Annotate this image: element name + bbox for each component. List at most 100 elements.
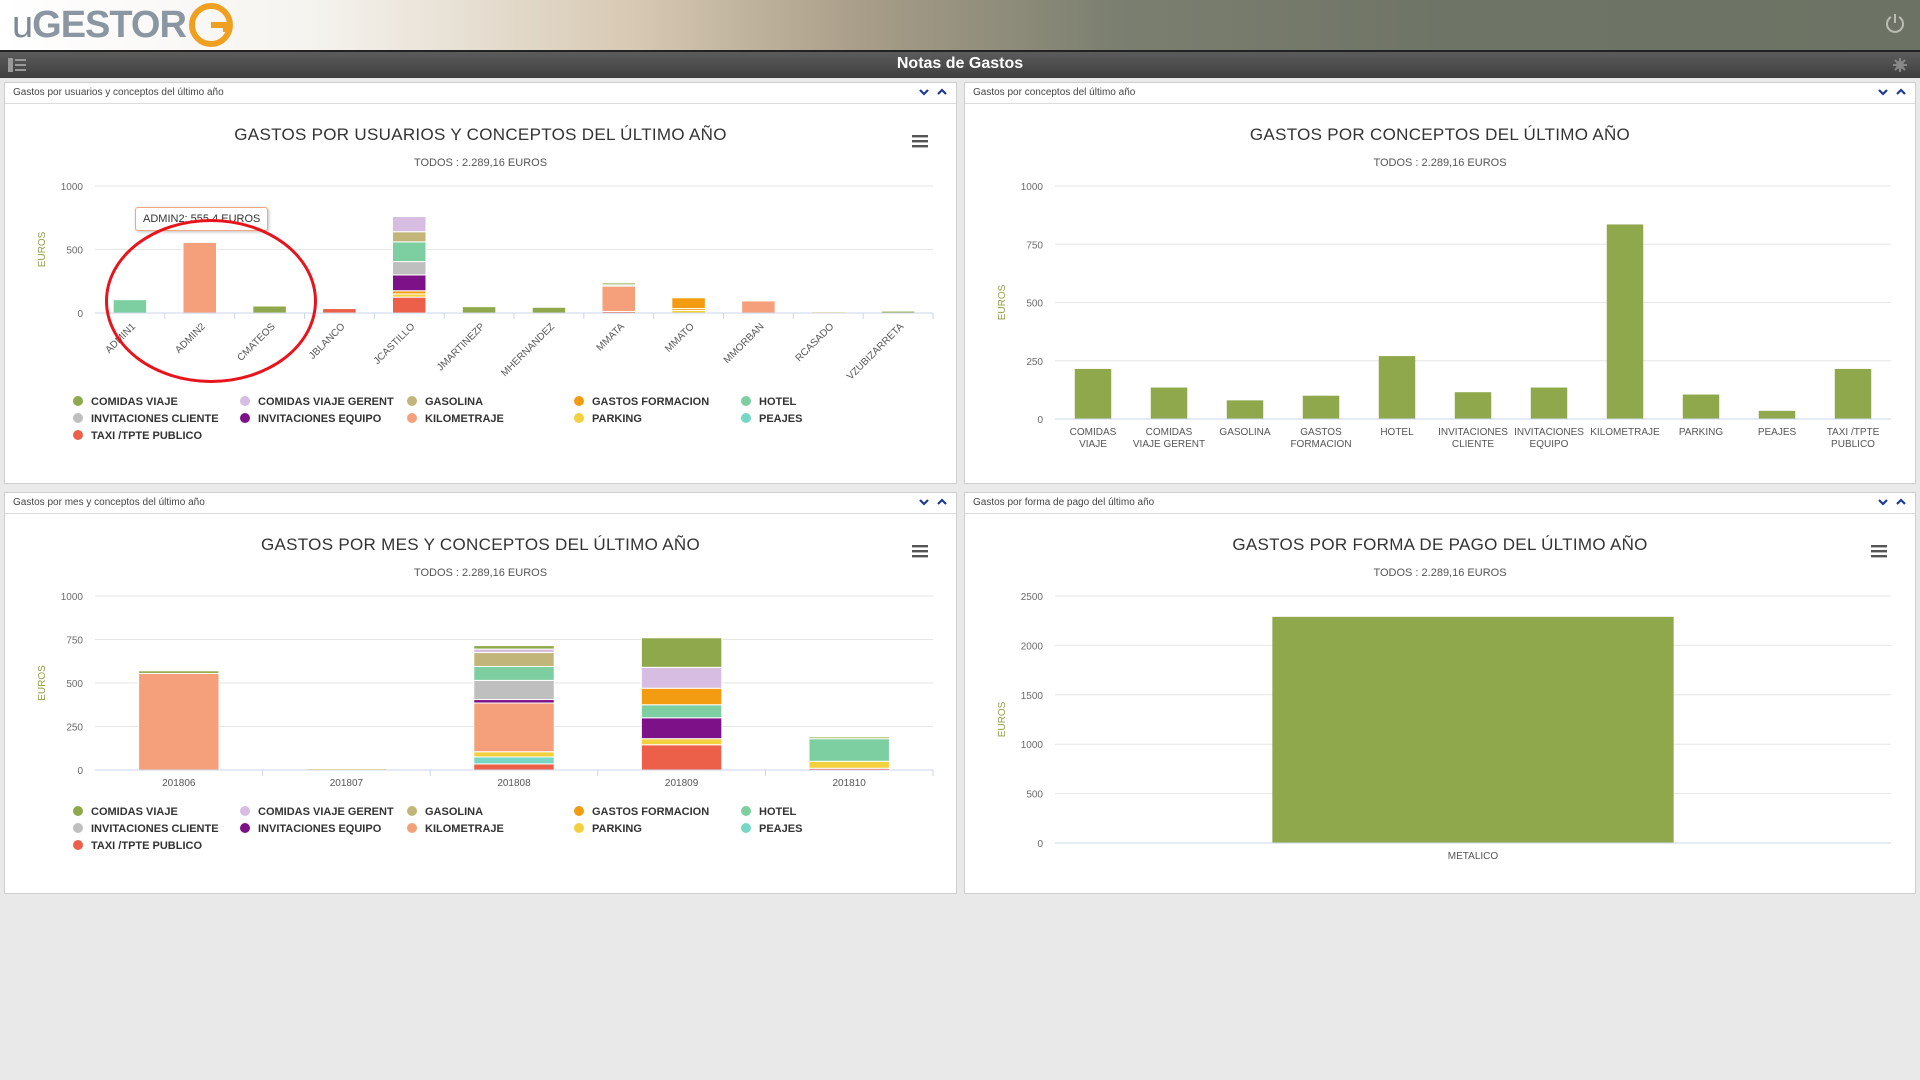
y-tick-label: 1000 (1021, 740, 1044, 751)
chart-menu-icon[interactable] (1871, 543, 1889, 559)
chart-title: GASTOS POR USUARIOS Y CONCEPTOS DEL ÚLTI… (234, 125, 727, 144)
legend-label: INVITACIONES CLIENTE (91, 413, 219, 425)
chart-users-concepts: 0 500 1000 EUROS ADMIN1 ADMIN2 CMATEOS JBLANCO J… (37, 182, 934, 382)
top-bar: uGESTOR (0, 0, 1920, 50)
bar-segment-mmato-gastos-formacion (671, 297, 706, 310)
panel-caption: Gastos por mes y conceptos del último añ… (13, 497, 205, 508)
legend-item-taxi-tpte-publico[interactable]: TAXI /TPTE PUBLICO (73, 840, 202, 852)
panel-header: Gastos por usuarios y conceptos del últi… (5, 83, 956, 104)
chart-payment-method: 0 500 1000 1500 2000 2500 EUROS METALICO (997, 592, 1891, 862)
bar-segment-201808-invitaciones-cliente (473, 679, 555, 701)
bar-segment-201808-taxi-tpte-publico (473, 763, 555, 771)
bar-segment-201810-comidas-viaje (808, 736, 890, 740)
legend-item-invitaciones-equipo[interactable]: INVITACIONES EQUIPO (240, 413, 381, 425)
legend-item-comidas-viaje[interactable]: COMIDAS VIAJE (73, 396, 178, 408)
legend-marker (574, 823, 584, 833)
bar-segment-jmartinezp-comidas-viaje (461, 306, 497, 314)
legend-label: INVITACIONES EQUIPO (258, 823, 382, 835)
collapse-chevron-down-icon[interactable] (1877, 86, 1889, 98)
legend-item-peajes[interactable]: PEAJES (741, 823, 802, 835)
x-tick-label: 201808 (497, 778, 531, 789)
legend-item-invitaciones-equipo[interactable]: INVITACIONES EQUIPO (240, 823, 381, 835)
x-tick-label: ADMIN1 (104, 321, 139, 356)
settings-icon[interactable] (1892, 57, 1908, 73)
bar-hotel (1378, 356, 1416, 419)
bar-segment-201809-parking (640, 738, 723, 746)
bar-comidas-viaje (1074, 368, 1112, 419)
legend-item-comidas-viaje[interactable]: COMIDAS VIAJE (73, 806, 178, 818)
legend-item-hotel[interactable]: HOTEL (741, 396, 796, 408)
bar-metalico (1272, 616, 1674, 843)
x-tick-label: MMATO (663, 321, 697, 355)
panel-caption: Gastos por forma de pago del último año (973, 497, 1155, 508)
panel-concepts: Gastos por conceptos del último año GAST… (964, 82, 1916, 484)
legend-marker (574, 396, 584, 406)
y-tick-label: 1000 (61, 182, 84, 193)
collapse-chevron-down-icon[interactable] (918, 496, 930, 508)
legend-item-gastos-formacion[interactable]: GASTOS FORMACION (574, 806, 709, 818)
menu-toggle-icon[interactable] (8, 58, 26, 72)
chevron-up-icon[interactable] (1895, 86, 1907, 98)
x-tick-label: MHERNANDEZ (499, 321, 557, 379)
y-tick-label: 2500 (1021, 592, 1044, 603)
chevron-up-icon[interactable] (1895, 496, 1907, 508)
legend-marker (73, 840, 83, 850)
bar-segment-201809-hotel (640, 704, 723, 719)
bar-segment-admin1-hotel (112, 299, 148, 314)
chart-title: GASTOS POR MES Y CONCEPTOS DEL ÚLTIMO AÑ… (261, 535, 700, 554)
chart-menu-icon[interactable] (912, 133, 930, 149)
x-tick-label: CMATEOS (235, 321, 277, 363)
legend-item-gastos-formacion[interactable]: GASTOS FORMACION (574, 396, 709, 408)
y-tick-label: 1000 (61, 592, 84, 603)
collapse-chevron-down-icon[interactable] (918, 86, 930, 98)
legend-item-comidas-viaje-gerent[interactable]: COMIDAS VIAJE GERENT (240, 806, 394, 818)
power-icon[interactable] (1884, 12, 1906, 34)
x-tick-label: 201809 (665, 778, 699, 789)
chart-subtitle: TODOS : 2.289,16 EUROS (1373, 157, 1507, 169)
legend-item-gasolina[interactable]: GASOLINA (407, 396, 483, 408)
chart-menu-icon[interactable] (912, 543, 930, 559)
legend-item-taxi-tpte-publico[interactable]: TAXI /TPTE PUBLICO (73, 430, 202, 442)
logo-text: uGESTOR (12, 3, 187, 46)
legend-item-peajes[interactable]: PEAJES (741, 413, 802, 425)
legend-label: PEAJES (759, 413, 803, 425)
x-tick-label: MMATA (595, 321, 627, 353)
legend-item-kilometraje[interactable]: KILOMETRAJE (407, 413, 504, 425)
legend-label: COMIDAS VIAJE (91, 396, 178, 408)
y-tick-label: 500 (66, 246, 83, 257)
legend-marker (407, 413, 417, 423)
legend-label: TAXI /TPTE PUBLICO (91, 430, 203, 442)
legend-marker (240, 823, 250, 833)
app-logo[interactable]: uGESTOR (12, 2, 234, 48)
legend-marker (407, 806, 417, 816)
bar-segment-201809-invitaciones-equipo (640, 717, 723, 740)
chevron-up-icon[interactable] (936, 496, 948, 508)
y-axis-label: EUROS (37, 231, 48, 267)
legend-item-kilometraje[interactable]: KILOMETRAJE (407, 823, 504, 835)
y-tick-label: 2000 (1021, 641, 1044, 652)
legend-item-comidas-viaje-gerent[interactable]: COMIDAS VIAJE GERENT (240, 396, 394, 408)
legend-label: INVITACIONES CLIENTE (91, 823, 219, 835)
chevron-up-icon[interactable] (936, 86, 948, 98)
chart-month-concepts: 0 250 500 750 1000 EUROS 201806 201807 201808 201… (37, 592, 934, 789)
legend-item-parking[interactable]: PARKING (574, 823, 642, 835)
x-tick-label: JBLANCO (307, 321, 348, 362)
panel-users-concepts: Gastos por usuarios y conceptos del últi… (4, 82, 957, 484)
legend-label: HOTEL (759, 806, 797, 818)
x-tick-label: CLIENTE (1452, 439, 1495, 450)
y-tick-label: 1500 (1021, 691, 1044, 702)
legend-item-parking[interactable]: PARKING (574, 413, 642, 425)
x-tick-label: MMORBAN (722, 321, 767, 366)
panel-month-concepts: Gastos por mes y conceptos del último añ… (4, 492, 957, 894)
x-tick-label: METALICO (1448, 851, 1499, 862)
collapse-chevron-down-icon[interactable] (1877, 496, 1889, 508)
legend-item-invitaciones-cliente[interactable]: INVITACIONES CLIENTE (73, 823, 219, 835)
x-tick-label: GASTOS (1300, 427, 1342, 438)
y-tick-label: 250 (1026, 357, 1043, 368)
x-tick-label: EQUIPO (1530, 439, 1569, 450)
bar-segment-jcastillo-invitaciones-equipo (391, 274, 427, 292)
legend-item-gasolina[interactable]: GASOLINA (407, 806, 483, 818)
legend-item-invitaciones-cliente[interactable]: INVITACIONES CLIENTE (73, 413, 219, 425)
bar-segment-201810-parking (808, 760, 890, 769)
legend-item-hotel[interactable]: HOTEL (741, 806, 796, 818)
